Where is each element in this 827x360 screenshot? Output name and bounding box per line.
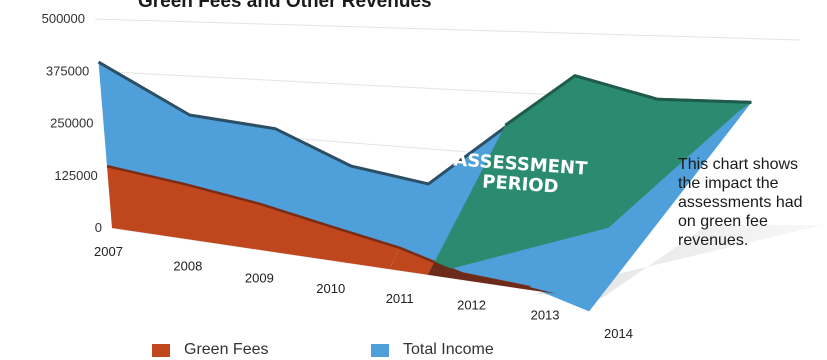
legend-swatch-total-income (371, 343, 389, 357)
x-tick-label: 2009 (245, 271, 274, 286)
green-fees-assessment-area (427, 261, 557, 294)
assessment-period-edge (504, 74, 752, 127)
y-tick-label: 375000 (46, 63, 89, 78)
area-series (97, 60, 752, 312)
y-tick-label: 250000 (50, 116, 93, 131)
x-tick-label: 2011 (386, 291, 414, 306)
gridline (94, 18, 801, 41)
x-tick-label: 2008 (173, 258, 202, 273)
legend-item-green-fees: Green Fees (152, 341, 268, 359)
chart-title: Green Fees and Other Revenues (138, 0, 432, 12)
x-tick-label: 2007 (94, 244, 123, 259)
legend-label-green-fees: Green Fees (184, 341, 269, 358)
green-fees-area (107, 166, 400, 270)
legend-label-total-income: Total Income (403, 341, 494, 358)
side-note: This chart shows the impact the assessme… (678, 156, 803, 249)
x-tick-label: 2013 (531, 308, 560, 323)
legend-item-total-income: Total Income (371, 341, 494, 359)
x-tick-label: 2014 (604, 326, 633, 341)
y-axis-ticks: 0 125000 250000 375000 500000 (42, 11, 102, 235)
x-axis-ticks: 2007 2008 2009 2010 2011 2012 2013 2014 (94, 244, 633, 341)
legend-swatch-green-fees (152, 343, 170, 357)
x-tick-label: 2010 (316, 281, 345, 296)
assessment-period-area (427, 75, 752, 275)
y-tick-label: 500000 (42, 11, 85, 26)
y-tick-label: 125000 (54, 168, 97, 183)
x-tick-label: 2012 (457, 297, 486, 312)
y-tick-label: 0 (95, 220, 102, 235)
